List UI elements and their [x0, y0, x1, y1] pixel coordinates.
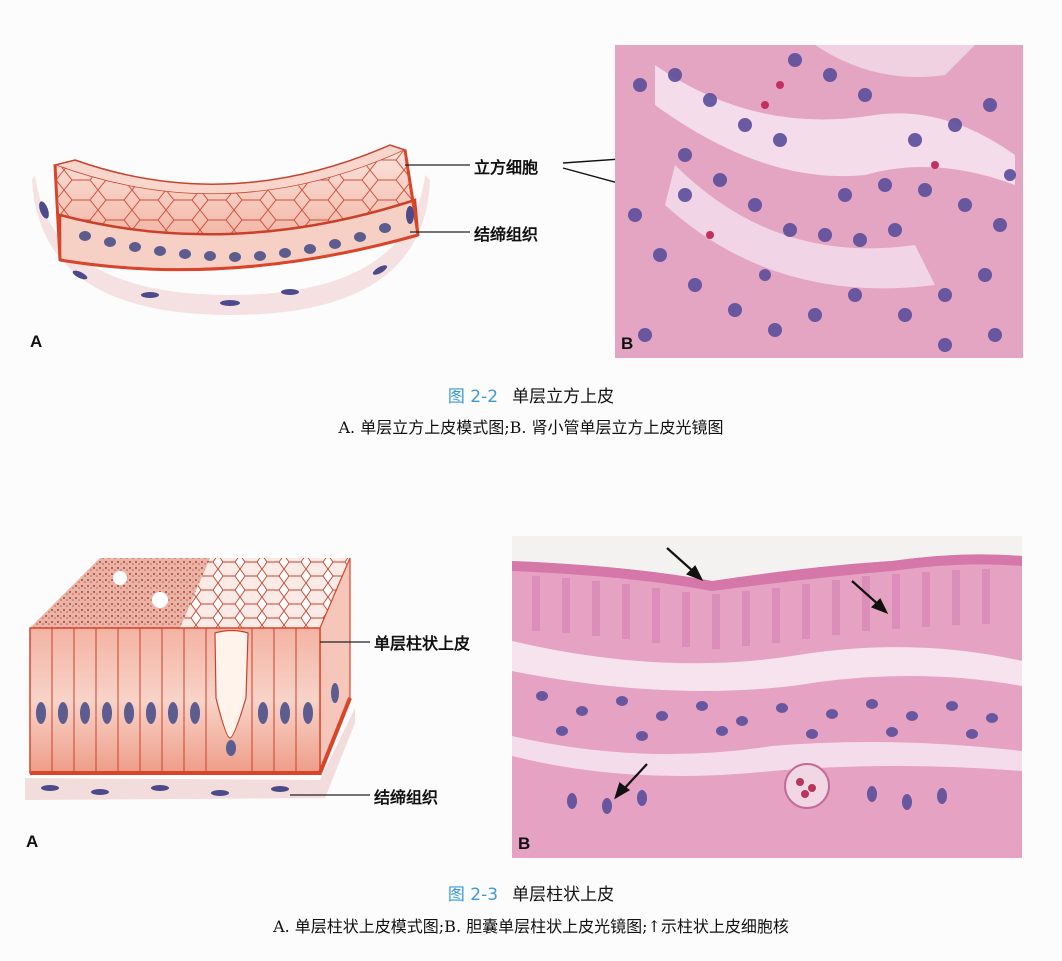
figure-title: 图 2-3 单层柱状上皮	[0, 880, 1062, 905]
fig2-3-panel-b-micrograph	[512, 536, 1022, 858]
figure-title: 图 2-2 单层立方上皮	[0, 382, 1062, 407]
panel-letter: A	[26, 832, 39, 851]
label-connective-tissue: 结缔组织	[374, 788, 439, 807]
fig2-2-panel-a-illustration	[30, 120, 440, 320]
fig2-3-leader-lines	[290, 641, 370, 796]
fig2-2-panel-b-micrograph	[615, 45, 1023, 358]
label-simple-columnar-epithelium: 单层柱状上皮	[374, 634, 471, 653]
fig2-3-panel-a-illustration	[20, 548, 360, 808]
figure-caption: A. 单层立方上皮模式图;B. 肾小管单层立方上皮光镜图	[338, 418, 724, 437]
panel-letter: B	[621, 334, 634, 353]
figure-title-text: 单层柱状上皮	[512, 885, 615, 905]
panel-letter: A	[30, 332, 43, 351]
figure-number: 图 2-2	[447, 387, 499, 407]
panel-letter: B	[518, 834, 531, 853]
label-connective-tissue: 结缔组织	[474, 225, 539, 244]
figure-caption: A. 单层柱状上皮模式图;B. 胆囊单层柱状上皮光镜图;↑示柱状上皮细胞核	[273, 917, 789, 936]
figure-number: 图 2-3	[447, 885, 499, 905]
label-cuboidal-cell: 立方细胞	[474, 158, 539, 177]
figure-title-text: 单层立方上皮	[512, 387, 615, 407]
